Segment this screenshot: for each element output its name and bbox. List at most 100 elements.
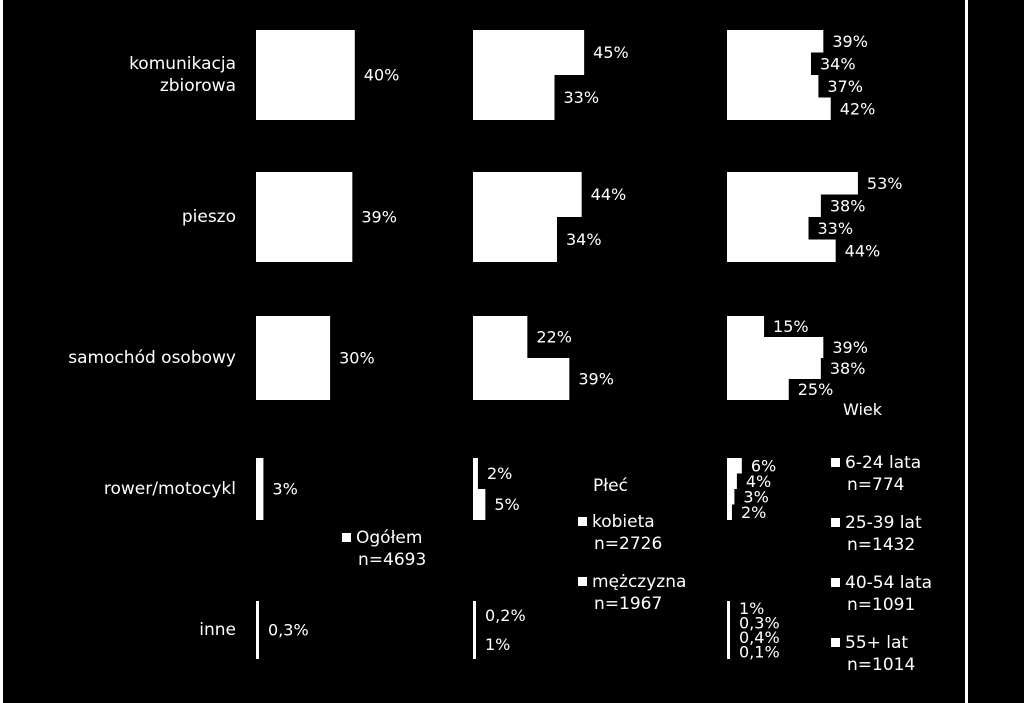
left-frame-line [0,0,3,703]
data-label-p2-c0-s3: 42% [840,99,876,118]
legend-item-age-2: 25-39 lat [831,512,932,534]
data-label-p2-c2-s2: 38% [830,359,866,378]
legend-swatch-age-4 [831,638,840,647]
data-label-p2-c2-s0: 15% [773,317,809,336]
bar-p2-c4-s2 [727,630,730,645]
bar-p2-c2-s1 [727,337,824,358]
bar-p2-c4-s3 [727,644,730,659]
data-label-p2-c0-s2: 37% [827,77,863,96]
legend-n-kobieta: n=2726 [594,534,663,554]
legend-item-age-1: 6-24 lata [831,452,932,474]
bar-p0-c4-s0 [256,601,259,659]
data-label-p2-c4-s2: 0,4% [739,628,780,647]
bar-p1-c0-s1 [473,75,555,120]
bar-p1-c3-s0 [473,458,478,489]
legend-label-mezczyzna: mężczyzna [592,572,687,592]
data-label-p0-c2-s0: 30% [339,349,375,368]
legend-gender: kobieta n=2726 mężczyzna n=1967 [578,511,686,615]
bar-p1-c4-s1 [473,630,476,659]
legend-swatch-age-3 [831,578,840,587]
bar-p1-c4-s0 [473,601,476,630]
data-label-p1-c4-s0: 0,2% [485,606,526,625]
legend-total: Ogółem n=4693 [342,527,426,571]
bar-p2-c1-s0 [727,172,858,195]
data-label-p1-c1-s0: 44% [591,185,627,204]
bar-p2-c4-s1 [727,615,730,630]
bar-p2-c3-s2 [727,489,735,505]
data-label-p2-c2-s3: 25% [798,380,834,399]
legend-label-age-2: 25-39 lat [845,513,922,533]
data-label-p2-c0-s1: 34% [820,54,856,73]
data-label-p2-c4-s3: 0,1% [739,642,780,661]
bar-p0-c0-s0 [256,30,355,120]
bar-p1-c3-s1 [473,489,486,520]
bar-p2-c1-s1 [727,194,821,217]
data-label-p1-c3-s1: 5% [494,495,519,514]
data-label-p2-c1-s1: 38% [830,196,866,215]
legend-n-age-1: n=774 [847,475,905,495]
legend-label-total: Ogółem [356,528,423,548]
legend-item-mezczyzna: mężczyzna [578,571,686,593]
bar-p0-c3-s0 [256,458,264,520]
legend-title-gender: Płeć [593,476,628,496]
bar-p2-c2-s2 [727,358,821,379]
bar-p2-c4-s0 [727,601,730,616]
bar-p2-c1-s3 [727,239,836,262]
bar-p0-c1-s0 [256,172,353,262]
category-label-3-0: rower/motocykl [104,479,236,499]
right-divider-line [965,0,968,703]
data-label-p2-c1-s3: 44% [845,241,881,260]
category-label-0-0: komunikacja [129,54,236,74]
legend-n-age-4: n=1014 [847,655,916,675]
data-label-p1-c2-s0: 22% [536,328,572,347]
legend-label-age-4: 55+ lat [845,633,909,653]
legend-age: 6-24 lata n=774 25-39 lat n=1432 40-54 l… [831,452,932,676]
bar-p2-c0-s3 [727,97,831,120]
bar-p2-c3-s3 [727,504,732,520]
bar-p2-c3-s0 [727,458,742,474]
data-label-p2-c4-s0: 1% [739,599,764,618]
legend-n-age-3: n=1091 [847,595,916,615]
legend-item-age-4: 55+ lat [831,632,932,654]
data-label-p0-c0-s0: 40% [364,66,400,85]
legend-label-kobieta: kobieta [592,512,655,532]
bar-p1-c2-s0 [473,316,528,358]
bar-p2-c1-s2 [727,217,809,240]
legend-item-age-3: 40-54 lata [831,572,932,594]
bar-p2-c2-s0 [727,316,765,337]
data-label-p1-c2-s1: 39% [578,370,614,389]
bar-p1-c0-s0 [473,30,585,75]
legend-title-age: Wiek [843,400,883,419]
data-label-p2-c0-s0: 39% [832,32,868,51]
bar-p1-c1-s0 [473,172,582,217]
category-label-2-0: samochód osobowy [68,348,236,368]
data-label-p2-c2-s1: 39% [832,338,868,357]
data-label-p1-c0-s1: 33% [564,88,600,107]
bar-p0-c2-s0 [256,316,331,400]
data-label-p2-c4-s1: 0,3% [739,613,780,632]
bar-p1-c2-s1 [473,358,570,400]
legend-label-age-1: 6-24 lata [845,453,922,473]
legend-label-age-3: 40-54 lata [845,573,933,593]
legend-swatch-total [342,533,351,542]
bar-p2-c0-s2 [727,75,819,98]
bar-p1-c1-s1 [473,217,557,262]
data-label-p1-c3-s0: 2% [487,464,512,483]
legend-n-age-2: n=1432 [847,535,916,555]
data-label-p2-c1-s0: 53% [867,174,903,193]
bar-p2-c2-s3 [727,379,789,400]
bar-p2-c3-s1 [727,473,737,489]
category-label-1-0: pieszo [182,207,236,227]
legend-item-kobieta: kobieta [578,511,686,533]
legend-swatch-kobieta [578,517,587,526]
legend-n-total: n=4693 [358,550,427,570]
data-label-p0-c1-s0: 39% [361,208,397,227]
data-label-p2-c1-s2: 33% [818,219,854,238]
data-label-p1-c4-s1: 1% [485,635,510,654]
legend-swatch-mezczyzna [578,577,587,586]
bar-p2-c0-s1 [727,52,811,75]
data-label-p2-c3-s2: 3% [743,487,768,506]
data-label-p1-c0-s0: 45% [593,43,629,62]
data-label-p2-c3-s3: 2% [741,503,766,522]
